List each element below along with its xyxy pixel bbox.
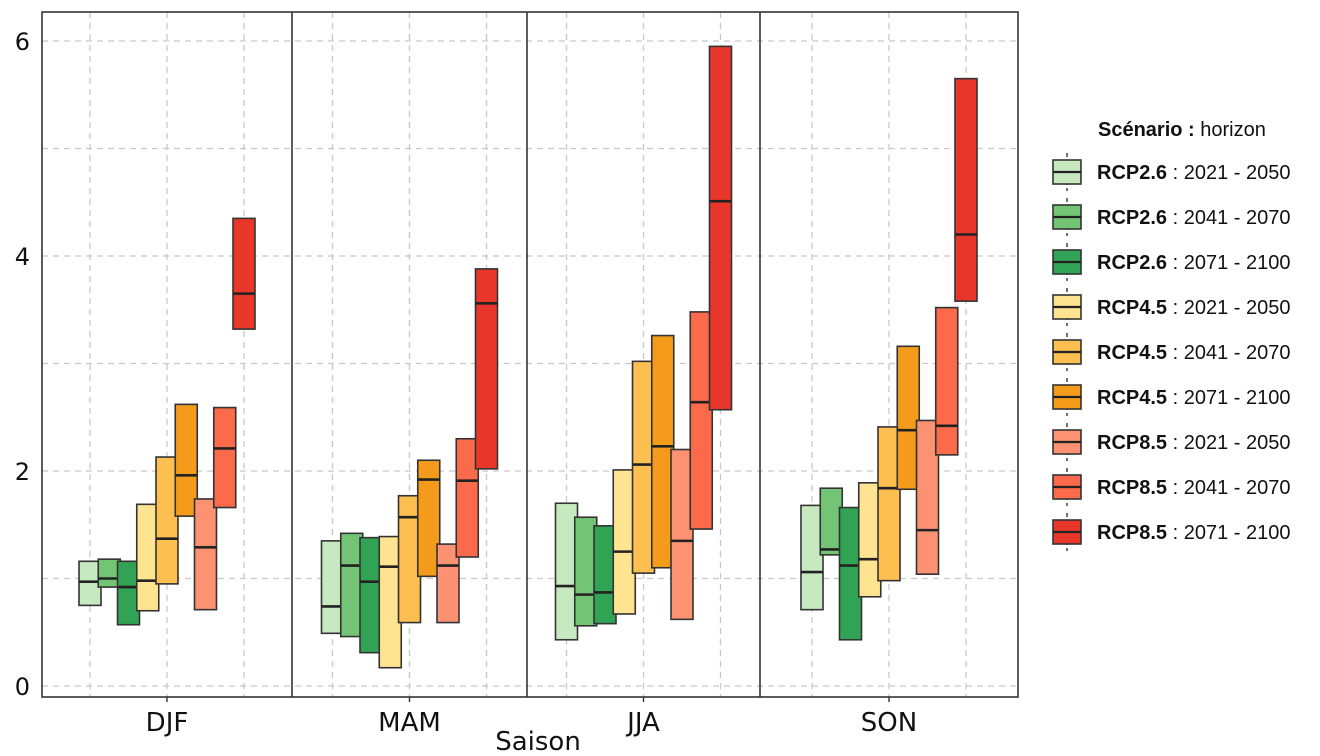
legend-label: RCP4.5 : 2041 - 2070 — [1097, 342, 1290, 364]
panel-border — [41, 11, 1019, 698]
legend-scenario: RCP4.5 — [1097, 297, 1167, 319]
y-tick-label: 0 — [15, 673, 30, 701]
legend-label: RCP8.5 : 2071 - 2100 — [1097, 522, 1290, 544]
legend-title: Scénario : horizon — [1098, 119, 1266, 141]
legend-scenario: RCP8.5 — [1097, 432, 1167, 454]
legend-label: RCP8.5 : 2021 - 2050 — [1097, 432, 1290, 454]
y-tick-label: 2 — [15, 458, 30, 486]
crossbar-box — [232, 217, 256, 330]
legend-item: RCP8.5 : 2071 - 2100 — [1052, 513, 1290, 551]
legend-item: RCP2.6 : 2071 - 2100 — [1052, 243, 1290, 281]
legend-horizon: : 2041 - 2070 — [1167, 207, 1290, 229]
y-tick-label: 4 — [15, 243, 30, 271]
legend-horizon: : 2021 - 2050 — [1167, 297, 1290, 319]
season-label-son: SON — [861, 708, 917, 738]
crossbar-box — [896, 345, 921, 491]
y-axis: 0 2 4 6 — [15, 28, 30, 701]
legend-horizon: : 2021 - 2050 — [1167, 162, 1290, 184]
plot-frame — [41, 11, 1019, 698]
season-label-jja: JJA — [625, 708, 660, 738]
legend-scenario: RCP4.5 — [1097, 342, 1167, 364]
legend-horizon: : 2021 - 2050 — [1167, 432, 1290, 454]
x-axis-title: Saison — [495, 727, 581, 756]
legend-label: RCP4.5 : 2021 - 2050 — [1097, 297, 1290, 319]
crossbar-box — [934, 306, 959, 456]
legend-horizon: : 2041 - 2070 — [1167, 477, 1290, 499]
legend-label: RCP2.6 : 2021 - 2050 — [1097, 162, 1290, 184]
crossbars — [78, 45, 978, 669]
crossbar-box — [212, 406, 237, 509]
legend-scenario: RCP4.5 — [1097, 387, 1167, 409]
legend-scenario: RCP2.6 — [1097, 207, 1167, 229]
legend-horizon: : 2071 - 2100 — [1167, 387, 1290, 409]
crossbar-box — [416, 459, 441, 578]
legend-label: RCP2.6 : 2041 - 2070 — [1097, 207, 1290, 229]
legend-horizon: : 2071 - 2100 — [1167, 522, 1290, 544]
legend-scenario: RCP2.6 — [1097, 162, 1167, 184]
season-label-djf: DJF — [146, 708, 189, 738]
legend-label: RCP2.6 : 2071 - 2100 — [1097, 252, 1290, 274]
crossbar-box — [689, 311, 714, 530]
crossbar-box — [436, 543, 460, 624]
crossbar-box — [193, 498, 218, 611]
legend-item: RCP4.5 : 2041 - 2070 — [1052, 333, 1290, 371]
legend-horizon: : 2071 - 2100 — [1167, 252, 1290, 274]
legend-scenario: RCP8.5 — [1097, 477, 1167, 499]
x-axis: DJF MAM JJA SON — [146, 697, 917, 738]
crossbar-box — [670, 448, 694, 621]
legend-scenario: RCP2.6 — [1097, 252, 1167, 274]
crossbar-box — [877, 426, 901, 582]
crossbar-box — [800, 504, 824, 611]
legend-item: RCP4.5 : 2021 - 2050 — [1052, 288, 1290, 326]
legend-item: RCP4.5 : 2071 - 2100 — [1052, 378, 1290, 416]
crossbar-box — [474, 268, 499, 470]
crossbar-box — [174, 403, 199, 517]
y-tick-label: 6 — [15, 28, 30, 56]
legend-horizon: : 2041 - 2070 — [1167, 342, 1290, 364]
legend-label: RCP4.5 : 2071 - 2100 — [1097, 387, 1290, 409]
legend-scenario: RCP8.5 — [1097, 522, 1167, 544]
crossbar-box — [954, 77, 978, 302]
crossbar-box — [708, 45, 733, 411]
legend-item: RCP2.6 : 2041 - 2070 — [1052, 198, 1290, 236]
legend-title-bold: Scénario : — [1098, 119, 1195, 141]
legend-item: RCP2.6 : 2021 - 2050 — [1052, 153, 1290, 191]
crossbar-box — [155, 456, 179, 585]
crossbar-box — [455, 437, 480, 558]
season-label-mam: MAM — [378, 708, 441, 738]
legend-item: RCP8.5 : 2021 - 2050 — [1052, 423, 1290, 461]
legend-item: RCP8.5 : 2041 - 2070 — [1052, 468, 1290, 506]
crossbar-box — [915, 419, 940, 576]
legend-title-rest: horizon — [1195, 119, 1266, 141]
legend-label: RCP8.5 : 2041 - 2070 — [1097, 477, 1290, 499]
